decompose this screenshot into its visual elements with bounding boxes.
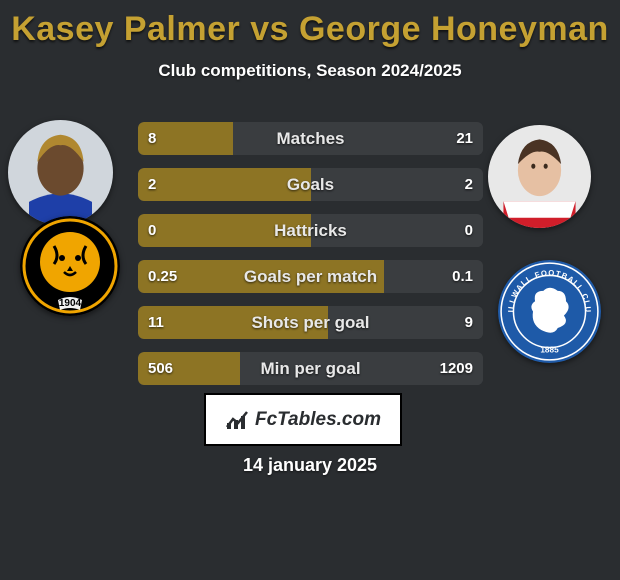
stat-value-right: 0.1 bbox=[452, 260, 473, 293]
stat-label: Goals bbox=[138, 168, 483, 201]
watermark-box: FcTables.com bbox=[204, 393, 402, 446]
stat-row: Shots per goal11 9 bbox=[138, 306, 483, 339]
stat-label: Matches bbox=[138, 122, 483, 155]
stat-value-left: 0.25 bbox=[148, 260, 177, 293]
stat-row: Goals2 2 bbox=[138, 168, 483, 201]
watermark-text: FcTables.com bbox=[255, 409, 381, 431]
player1-club-badge: 1904 bbox=[20, 216, 120, 316]
stat-value-left: 506 bbox=[148, 352, 173, 385]
stat-label: Shots per goal bbox=[138, 306, 483, 339]
vs-text: vs bbox=[250, 10, 299, 48]
stats-area: Matches8 21 Goals2 2 Hattricks0 0 Goals per ma… bbox=[138, 122, 483, 398]
stat-value-right: 21 bbox=[456, 122, 473, 155]
svg-text:1904: 1904 bbox=[59, 298, 82, 309]
stat-value-right: 0 bbox=[465, 214, 473, 247]
stat-row: Goals per match0.25 0.1 bbox=[138, 260, 483, 293]
stat-value-left: 2 bbox=[148, 168, 156, 201]
stat-value-right: 1209 bbox=[440, 352, 473, 385]
stat-row: Min per goal506 1209 bbox=[138, 352, 483, 385]
subtitle: Club competitions, Season 2024/2025 bbox=[0, 61, 620, 81]
stat-value-right: 9 bbox=[465, 306, 473, 339]
stat-value-left: 0 bbox=[148, 214, 156, 247]
stat-label: Goals per match bbox=[138, 260, 483, 293]
chart-icon bbox=[225, 409, 249, 431]
player2-name: George Honeyman bbox=[299, 10, 609, 48]
svg-text:1885: 1885 bbox=[540, 346, 559, 355]
page-title: Kasey Palmer vs George Honeyman bbox=[0, 0, 620, 49]
player2-club-badge: MILLWALL FOOTBALL CLUB 1885 bbox=[498, 260, 601, 363]
player1-photo bbox=[8, 120, 113, 225]
stat-row: Matches8 21 bbox=[138, 122, 483, 155]
player2-photo bbox=[488, 125, 591, 228]
stat-value-right: 2 bbox=[465, 168, 473, 201]
stat-label: Hattricks bbox=[138, 214, 483, 247]
stat-value-left: 11 bbox=[148, 306, 164, 339]
player1-name: Kasey Palmer bbox=[11, 10, 240, 48]
stat-label: Min per goal bbox=[138, 352, 483, 385]
stat-row: Hattricks0 0 bbox=[138, 214, 483, 247]
stat-value-left: 8 bbox=[148, 122, 156, 155]
date-text: 14 january 2025 bbox=[0, 455, 620, 476]
